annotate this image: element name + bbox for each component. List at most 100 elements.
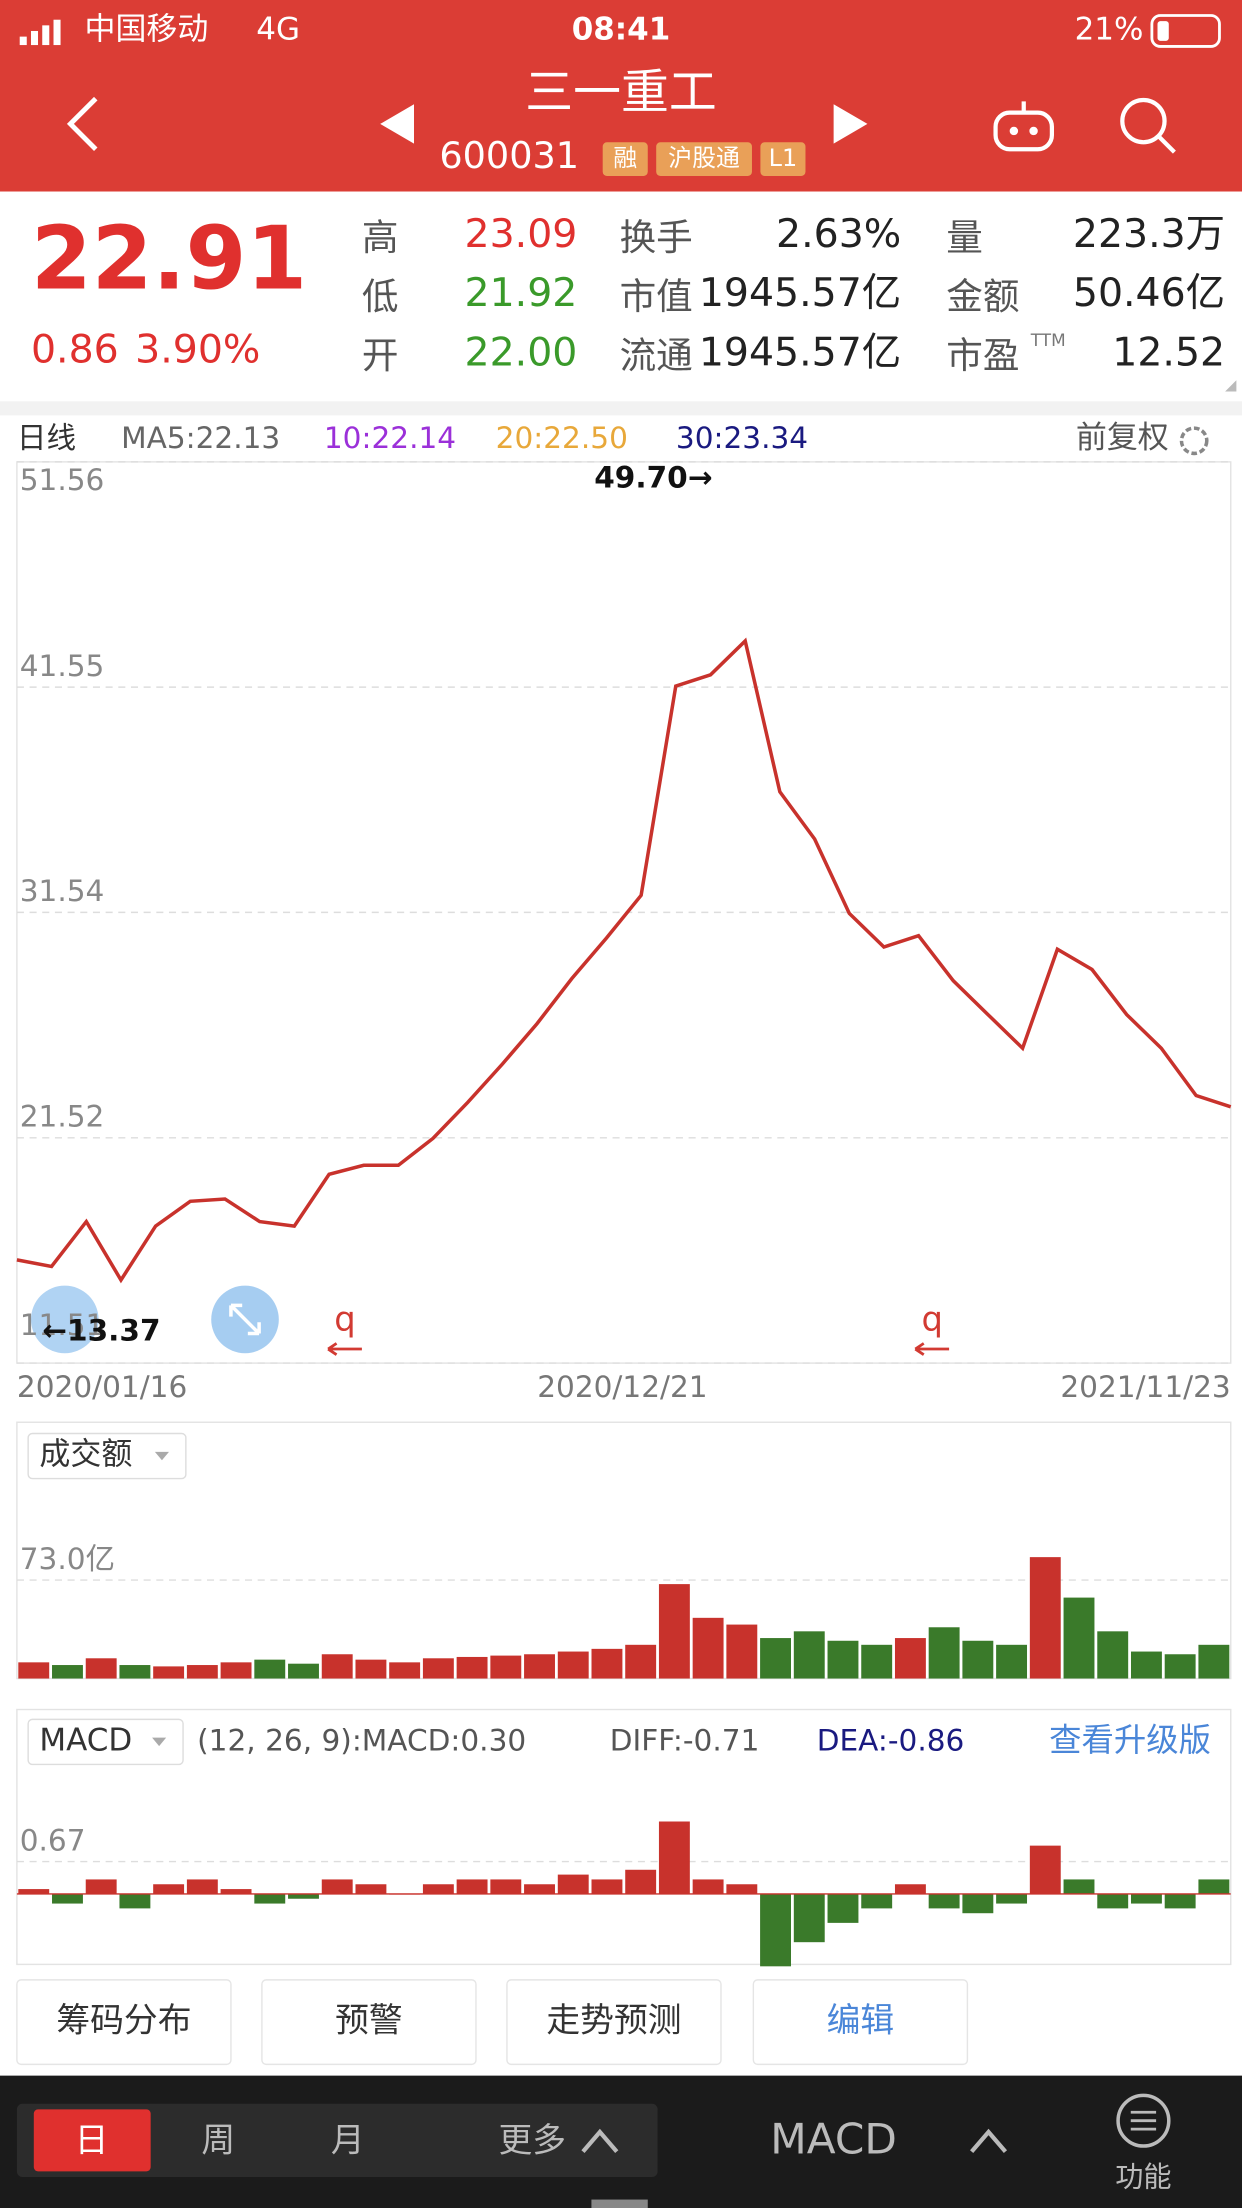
stock-name: 三一重工 — [525, 66, 716, 121]
search-icon[interactable] — [1120, 97, 1176, 154]
macd-dea: DEA:-0.86 — [817, 1723, 965, 1757]
bar — [726, 1624, 758, 1679]
bar — [928, 1627, 960, 1679]
field-value: 22.00 — [465, 329, 578, 375]
robot-icon[interactable] — [993, 101, 1055, 152]
action-button[interactable] — [261, 1979, 477, 2066]
x-tick-label: 2021/11/23 — [1060, 1370, 1230, 1404]
macd-diff: DIFF:-0.71 — [610, 1723, 760, 1757]
field-label: 量 — [946, 216, 983, 259]
bar — [355, 1884, 387, 1894]
indicator[interactable]: MACD — [770, 2114, 897, 2163]
bar — [288, 1663, 319, 1679]
bar — [793, 1893, 825, 1943]
y-tick-label: 73.0亿 — [20, 1542, 115, 1576]
clock: 08:41 — [572, 11, 671, 47]
macd-params: (12, 26, 9):MACD:0.30 — [197, 1723, 526, 1757]
bar — [490, 1879, 522, 1894]
macd-selector-label: MACD — [39, 1722, 132, 1758]
macd-selector[interactable] — [27, 1718, 184, 1766]
field-label: 市值 — [620, 275, 693, 318]
field-value: 1945.57亿 — [699, 329, 901, 375]
function-icon[interactable] — [1116, 2093, 1171, 2148]
x-tick-label: 2020/01/16 — [17, 1370, 187, 1404]
bar — [1029, 1557, 1061, 1679]
next-stock[interactable] — [833, 104, 868, 144]
back-button[interactable] — [66, 96, 98, 152]
bar — [524, 1884, 555, 1894]
indicator-arrow[interactable] — [970, 2128, 1008, 2154]
tab[interactable]: 周 — [201, 2120, 235, 2159]
network: 4G — [256, 11, 300, 47]
action-button-label: 编辑 — [827, 2001, 895, 2040]
volume-selector[interactable] — [27, 1432, 187, 1480]
bar — [1063, 1879, 1095, 1894]
bar — [85, 1658, 117, 1679]
badge: 融 — [613, 144, 637, 172]
bar — [625, 1869, 657, 1894]
bar — [760, 1638, 791, 1679]
action-button[interactable] — [752, 1979, 969, 2066]
dropdown-arrow — [152, 1737, 167, 1747]
volume-frame — [16, 1421, 1232, 1680]
bar — [861, 1644, 893, 1679]
badge-bg — [760, 142, 806, 177]
action-button-label: 走势预测 — [546, 2001, 681, 2040]
bar — [793, 1631, 825, 1679]
adjust-mode[interactable]: 前复权 — [1076, 420, 1169, 456]
bar — [692, 1617, 724, 1679]
upgrade-link[interactable]: 查看升级版 — [1049, 1721, 1211, 1759]
bar — [658, 1821, 690, 1894]
battery-level — [1157, 21, 1169, 41]
badge-bg — [656, 142, 752, 177]
action-button[interactable] — [16, 1979, 232, 2066]
bar — [894, 1884, 926, 1894]
field-value: 2.63% — [776, 211, 901, 257]
bar — [456, 1656, 488, 1679]
zoom-icon — [229, 1303, 261, 1336]
tab[interactable]: 月 — [331, 2120, 365, 2159]
bar — [18, 1662, 50, 1679]
bar — [52, 1893, 83, 1904]
bar — [1130, 1893, 1162, 1904]
field-value: 223.3万 — [1073, 211, 1225, 257]
period-label: 日线 — [17, 421, 76, 455]
stock-code: 600031 — [439, 134, 579, 177]
bar — [658, 1584, 690, 1679]
robot-eye — [1029, 126, 1038, 136]
event-marker[interactable]: q — [334, 1299, 355, 1338]
ma-label: 10:22.14 — [324, 421, 456, 455]
ma-label: MA5:22.13 — [121, 421, 280, 455]
bar — [591, 1648, 623, 1679]
event-arrow — [914, 1342, 950, 1356]
bar — [153, 1884, 185, 1894]
tab[interactable]: 日 — [75, 2120, 109, 2159]
scroll-button[interactable] — [30, 1285, 99, 1354]
badges: 融 沪股通 L1 — [602, 142, 806, 177]
field-label: 开 — [362, 334, 399, 377]
bar — [186, 1879, 218, 1894]
bar — [422, 1884, 454, 1894]
field-label: 换手 — [620, 216, 693, 259]
settings-icon[interactable] — [1179, 426, 1209, 456]
macd-frame — [16, 1708, 1232, 1966]
action-button[interactable] — [506, 1979, 722, 2066]
bar — [422, 1658, 454, 1679]
bar — [119, 1665, 151, 1679]
bar — [1130, 1651, 1162, 1679]
bar — [288, 1893, 319, 1899]
bar — [321, 1654, 353, 1679]
event-marker[interactable]: q — [921, 1299, 942, 1338]
field-label: 低 — [362, 275, 399, 318]
bar — [1164, 1893, 1196, 1909]
field-value: 12.52 — [1112, 329, 1225, 375]
bar — [389, 1662, 421, 1679]
bar — [220, 1889, 252, 1894]
prev-stock[interactable] — [380, 104, 414, 144]
battery-icon — [1150, 14, 1221, 48]
price-change-pct: 3.90% — [135, 327, 260, 373]
carrier: 中国移动 — [84, 11, 208, 47]
bar — [85, 1879, 117, 1894]
tab[interactable]: 更多 — [498, 2120, 566, 2159]
bar — [1198, 1644, 1230, 1679]
